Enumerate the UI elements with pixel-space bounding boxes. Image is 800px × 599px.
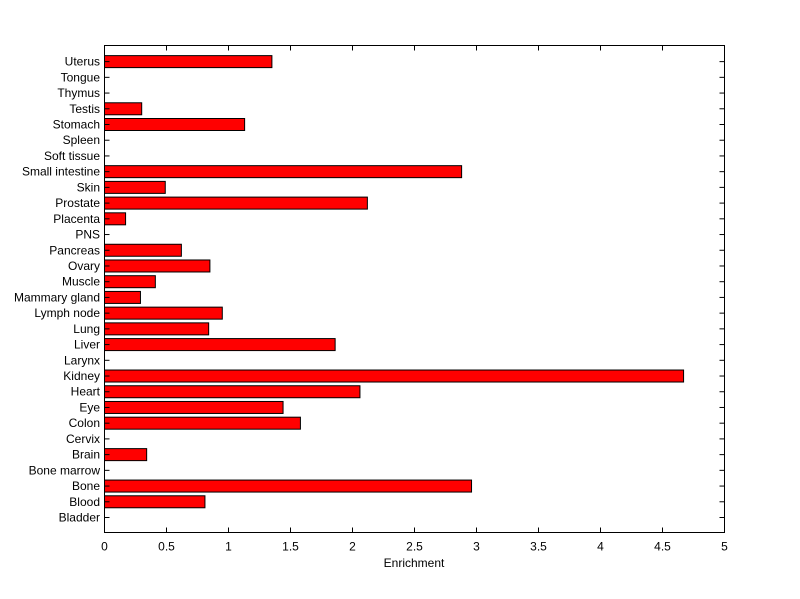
y-tick-label-bladder: Bladder [59,511,100,525]
x-tick-label-4-5: 4.5 [654,540,671,554]
y-tick-label-blood: Blood [69,495,100,509]
y-tick-label-uterus: Uterus [65,55,100,69]
y-tick-label-pns: PNS [75,228,100,242]
bar-bone [104,479,473,493]
bar-uterus [104,55,273,69]
y-tick-label-larynx: Larynx [64,353,100,367]
y-tick-label-liver: Liver [74,338,100,352]
bar-ovary [104,259,211,273]
bar-skin [104,180,166,194]
y-tick-label-pancreas: Pancreas [49,243,100,257]
bars-layer [104,55,685,509]
y-tick-label-cervix: Cervix [66,432,100,446]
x-tick-label-0-5: 0.5 [158,540,175,554]
bar-prostate [104,196,368,210]
bar-blood [104,495,206,509]
y-tick-label-mammary-gland: Mammary gland [14,290,100,304]
y-tick-label-prostate: Prostate [55,196,100,210]
y-tick-label-bone-marrow: Bone marrow [29,463,101,477]
x-tick-label-2: 2 [349,540,356,554]
y-tick-label-brain: Brain [72,448,100,462]
bar-brain [104,448,148,462]
plot-frame [104,45,725,533]
y-tick-label-spleen: Spleen [63,133,100,147]
y-tick-label-colon: Colon [69,416,100,430]
bar-muscle [104,275,156,289]
bar-liver [104,338,336,352]
x-tick-label-0: 0 [101,540,108,554]
y-tick-label-eye: Eye [79,400,100,414]
y-tick-label-thymus: Thymus [57,86,100,100]
y-tick-label-testis: Testis [69,102,100,116]
x-tick-label-1: 1 [225,540,232,554]
bar-colon [104,416,301,430]
y-tick-label-muscle: Muscle [62,275,100,289]
y-tick-label-heart: Heart [71,385,101,399]
x-tick-label-5: 5 [721,540,728,554]
bar-heart [104,385,361,399]
x-tick-label-3: 3 [473,540,480,554]
bar-eye [104,400,284,414]
bar-small-intestine [104,165,463,179]
x-tick-label-4: 4 [597,540,604,554]
bar-kidney [104,369,685,383]
y-tick-label-soft-tissue: Soft tissue [44,149,100,163]
y-tick-label-bone: Bone [72,479,100,493]
bar-lung [104,322,210,336]
bar-pancreas [104,243,182,257]
y-tick-label-small-intestine: Small intestine [22,165,100,179]
x-tick-label-2-5: 2.5 [406,540,423,554]
y-tick-label-placenta: Placenta [53,212,100,226]
bar-stomach [104,118,246,131]
y-tick-label-lymph-node: Lymph node [34,306,100,320]
y-tick-label-stomach: Stomach [53,118,100,132]
x-tick-label-1-5: 1.5 [282,540,299,554]
y-tick-label-skin: Skin [77,180,100,194]
y-tick-label-lung: Lung [73,322,100,336]
x-tick-label-3-5: 3.5 [530,540,547,554]
bar-mammary-gland [104,290,141,304]
bar-lymph-node [104,306,223,320]
y-tick-label-tongue: Tongue [61,70,101,84]
y-tick-label-ovary: Ovary [68,259,100,273]
bar-testis [104,102,143,116]
y-tick-label-kidney: Kidney [63,369,100,383]
x-axis-title: Enrichment [384,556,445,570]
